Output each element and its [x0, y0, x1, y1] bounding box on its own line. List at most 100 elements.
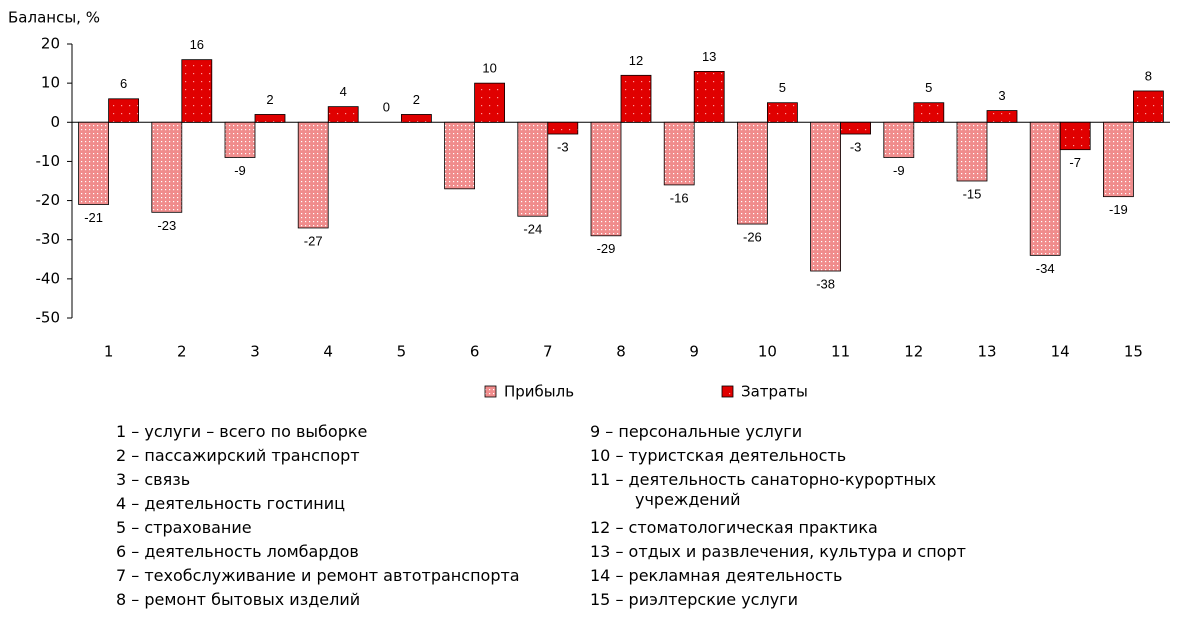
data-label: 4 [340, 84, 347, 99]
y-tick-label: 0 [50, 113, 60, 131]
data-label: -16 [670, 190, 689, 205]
data-label: -15 [963, 186, 982, 201]
bar [474, 82, 506, 123]
bar [1133, 90, 1164, 123]
x-tick-label: 5 [397, 343, 407, 361]
y-tick-label: 20 [41, 35, 60, 53]
bar [78, 121, 109, 205]
bar [1059, 121, 1091, 151]
note: 15 – риэлтерские услуги [590, 590, 798, 609]
x-tick-label: 11 [831, 343, 850, 361]
data-label: -9 [893, 163, 905, 178]
x-tick-label: 1 [104, 343, 114, 361]
x-tick-label: 9 [689, 343, 699, 361]
note: 1 – услуги – всего по выборке [116, 422, 367, 441]
legend-swatch [484, 385, 497, 398]
x-tick-label: 13 [977, 343, 996, 361]
bar [693, 71, 725, 123]
bar [986, 110, 1018, 123]
bar [663, 121, 695, 186]
x-tick-label: 3 [250, 343, 260, 361]
data-label: 13 [702, 49, 716, 64]
data-label: -7 [1069, 155, 1081, 170]
note: 5 – страхование [116, 518, 252, 537]
data-label: -23 [157, 218, 176, 233]
bar [108, 98, 139, 123]
note: 2 – пассажирский транспорт [116, 446, 360, 465]
bar [767, 102, 798, 123]
bar [883, 121, 915, 158]
y-tick-label: -20 [36, 191, 61, 209]
note: 10 – туристская деятельность [590, 446, 846, 465]
data-label: 0 [383, 100, 390, 115]
data-label: 2 [413, 92, 420, 107]
x-tick-label: 15 [1124, 343, 1143, 361]
data-label: -34 [1036, 261, 1055, 276]
data-label: -3 [850, 139, 862, 154]
x-tick-label: 14 [1051, 343, 1070, 361]
y-tick-label: -10 [36, 152, 61, 170]
bar [737, 121, 768, 225]
bar [956, 121, 988, 182]
chart-title: Балансы, % [8, 9, 100, 27]
data-label: -21 [84, 210, 103, 225]
data-label: 12 [629, 53, 643, 68]
note: 9 – персональные услуги [590, 422, 802, 441]
data-label: 16 [190, 37, 204, 52]
bar [840, 121, 871, 135]
bar [1029, 121, 1061, 256]
note: 4 – деятельность гостиниц [116, 494, 345, 513]
data-label: 2 [266, 92, 273, 107]
x-tick-label: 12 [904, 343, 923, 361]
note: 11 – деятельность санаторно-курортных учр… [590, 470, 936, 509]
bar [151, 121, 183, 213]
bar [547, 121, 579, 135]
note: 7 – техобслуживание и ремонт автотранспо… [116, 566, 520, 585]
legend-swatch [721, 385, 734, 398]
data-label: -26 [743, 229, 762, 244]
x-tick-label: 4 [323, 343, 333, 361]
bar [810, 121, 841, 272]
bar [400, 114, 432, 123]
data-label: 10 [482, 61, 496, 76]
legend-label: Затраты [741, 383, 808, 401]
bar [327, 106, 359, 123]
y-tick-label: 10 [41, 74, 60, 92]
bar [297, 121, 329, 229]
y-tick-label: -40 [36, 269, 61, 287]
note: 3 – связь [116, 470, 190, 489]
y-tick-label: -30 [36, 230, 61, 248]
data-label: 6 [120, 76, 127, 91]
data-label: 5 [925, 80, 932, 95]
data-label: -38 [816, 276, 835, 291]
bar [444, 121, 476, 190]
data-label: -24 [523, 222, 542, 237]
bar [224, 121, 256, 158]
note: 13 – отдых и развлечения, культура и спо… [590, 542, 966, 561]
data-label: -27 [304, 233, 323, 248]
bar [1103, 121, 1134, 198]
x-tick-label: 2 [177, 343, 187, 361]
bar [517, 121, 549, 217]
x-tick-label: 8 [616, 343, 626, 361]
bar [620, 74, 652, 123]
data-label: 3 [998, 88, 1005, 103]
legend-label: Прибыль [504, 383, 574, 401]
data-label: 8 [1145, 68, 1152, 83]
note: 14 – рекламная деятельность [590, 566, 842, 585]
bar [913, 102, 945, 123]
bar [590, 121, 622, 237]
note: 6 – деятельность ломбардов [116, 542, 359, 561]
x-tick-label: 10 [758, 343, 777, 361]
note: 8 – ремонт бытовых изделий [116, 590, 360, 609]
data-label: -3 [557, 139, 569, 154]
x-tick-label: 7 [543, 343, 553, 361]
note: 12 – стоматологическая практика [590, 518, 878, 537]
bar [254, 114, 286, 123]
y-tick-label: -50 [36, 309, 61, 327]
data-label: 5 [779, 80, 786, 95]
bar [181, 59, 213, 123]
data-label: -9 [234, 163, 246, 178]
data-label: -29 [597, 241, 616, 256]
